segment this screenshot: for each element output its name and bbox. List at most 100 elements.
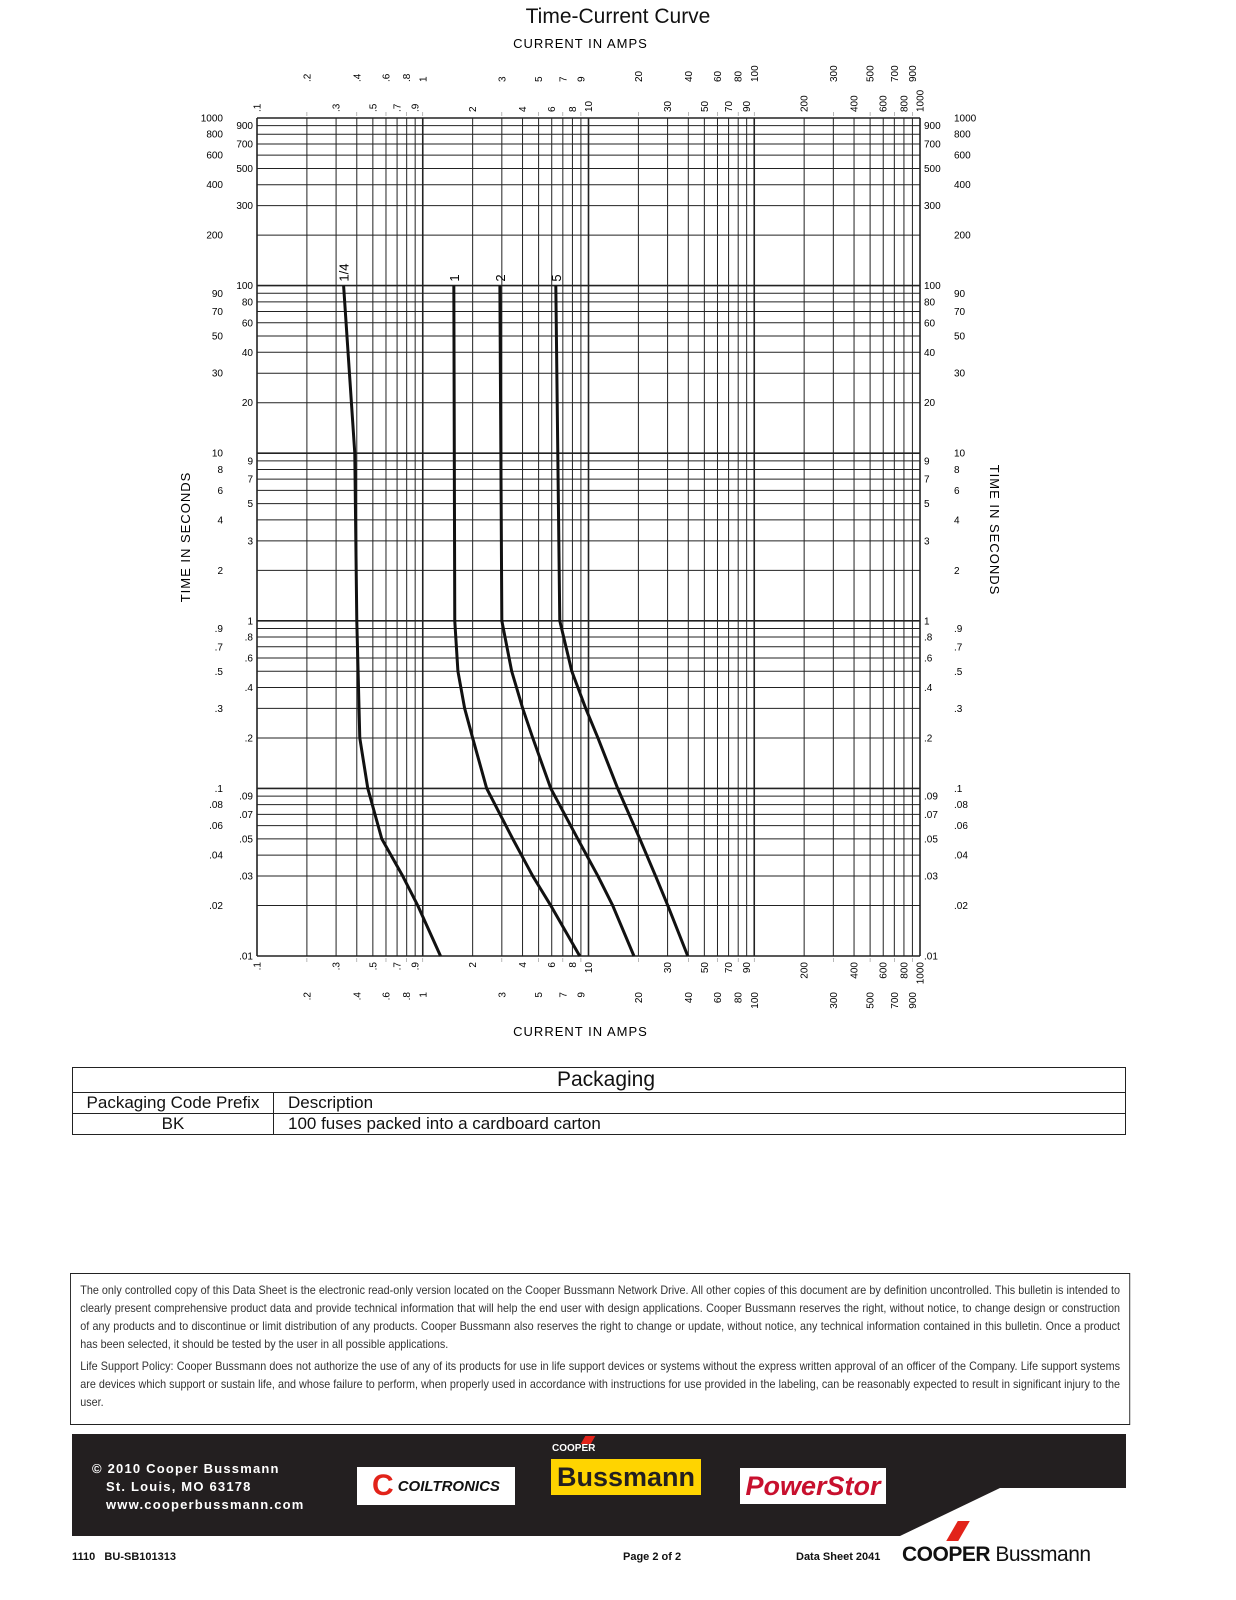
x-tick-label: 800 [899,95,910,112]
x-tick-label: 80 [734,70,745,82]
y-tick-label: 700 [924,139,941,150]
coiltronics-c-icon: C [372,1469,394,1502]
y-tick-label: 500 [236,164,253,175]
x-tick-label: 1 [418,992,429,998]
x-tick-label: 6 [547,106,558,112]
x-tick-label: .8 [402,73,413,82]
x-tick-label: .4 [352,73,363,82]
y-tick-label: 1 [924,616,930,627]
curve-label: 1 [447,274,462,281]
y-tick-label: .8 [245,633,254,644]
y-tick-label: 3 [247,536,253,547]
chart-title: Time-Current Curve [525,5,711,28]
y-tick-label: 7 [924,475,930,486]
x-tick-label: 40 [684,992,695,1004]
x-tick-label: 400 [850,962,861,979]
website-link[interactable]: www.cooperbussmann.com [106,1497,305,1512]
x-tick-label: 60 [713,992,724,1004]
y-tick-label: .04 [209,851,223,862]
y-tick-label: 200 [954,231,971,242]
curve-label: 2 [493,274,508,281]
y-tick-label: 400 [954,180,971,191]
x-tick-label: 5 [534,76,545,82]
y-tick-label: 40 [924,348,936,359]
y-tick-label: .08 [209,800,223,811]
y-tick-label: 300 [236,201,253,212]
packaging-title: Packaging [72,1067,1126,1093]
curve-5 [554,285,690,957]
y-tick-label: .5 [954,667,963,678]
x-tick-label: .5 [368,103,379,112]
y-tick-label: .4 [924,683,933,694]
y-tick-label: .05 [239,834,253,845]
y-tick-label: 800 [206,130,223,141]
code-cell: BK [72,1113,274,1135]
x-tick-label: 2 [468,106,479,112]
x-tick-label: 20 [634,70,645,82]
x-tick-label: .9 [411,103,422,112]
y-tick-label: 3 [924,536,930,547]
x-tick-label: .3 [332,103,343,112]
data-sheet-number: Data Sheet 2041 [796,1551,881,1563]
y-tick-label: 6 [954,486,960,497]
curve-label: 1/4 [337,264,352,282]
y-tick-label: .4 [245,683,254,694]
x-tick-label: 3 [497,76,508,82]
y-tick-label: 5 [247,499,253,510]
y-tick-label: .09 [239,792,253,803]
y-tick-label: 900 [924,121,941,132]
x-tick-label: 600 [879,95,890,112]
x-tick-label: 20 [634,992,645,1004]
y-tick-label: 50 [212,332,224,343]
y-tick-label: 400 [206,180,223,191]
powerstor-logo: PowerStor [740,1468,886,1504]
x-tick-label: .6 [381,73,392,82]
y-tick-label: 70 [212,307,224,318]
y-tick-label: 700 [236,139,253,150]
x-tick-label: 1000 [916,962,927,985]
x-tick-label: 50 [700,962,711,974]
x-axis-label-top: CURRENT IN AMPS [513,36,648,51]
x-tick-label: .2 [302,992,313,1001]
y-tick-label: .8 [924,633,933,644]
y-tick-label: 70 [954,307,966,318]
y-tick-label: .08 [954,800,968,811]
x-axis-label-bottom: CURRENT IN AMPS [513,1024,648,1039]
x-tick-label: 6 [547,962,558,968]
y-tick-label: 8 [954,465,960,476]
x-tick-label: .6 [381,992,392,1001]
y-tick-label: .7 [215,642,224,653]
x-tick-label: 400 [850,95,861,112]
x-tick-label: 90 [742,962,753,974]
col-header-code: Packaging Code Prefix [72,1092,274,1114]
x-tick-label: 50 [700,100,711,112]
y-tick-label: 100 [236,281,253,292]
y-tick-label: 1000 [954,114,977,125]
y-tick-label: .7 [954,642,963,653]
y-axis-label-left: TIME IN SECONDS [178,472,193,603]
y-tick-label: 10 [212,449,224,460]
y-tick-label: .01 [924,952,938,963]
curve-1 [452,285,582,957]
y-tick-label: 100 [924,281,941,292]
y-tick-label: .1 [954,784,963,795]
y-tick-label: 20 [242,398,254,409]
company-address: © 2010 Cooper Bussmann St. Louis, MO 631… [92,1460,305,1514]
x-tick-label: 700 [890,992,901,1009]
y-tick-label: 90 [954,289,966,300]
x-tick-label: 10 [584,100,595,112]
y-tick-label: .04 [954,851,968,862]
x-tick-label: 30 [663,100,674,112]
x-tick-label: 2 [468,962,479,968]
x-tick-label: 200 [800,95,811,112]
y-tick-label: 6 [217,486,223,497]
x-tick-label: 8 [568,962,579,968]
y-tick-label: 900 [236,121,253,132]
y-tick-label: .01 [239,952,253,963]
y-tick-label: 30 [954,369,966,380]
y-tick-label: 9 [924,456,930,467]
y-tick-label: .2 [245,733,254,744]
y-tick-label: 800 [954,130,971,141]
curve-1-4 [342,285,442,957]
